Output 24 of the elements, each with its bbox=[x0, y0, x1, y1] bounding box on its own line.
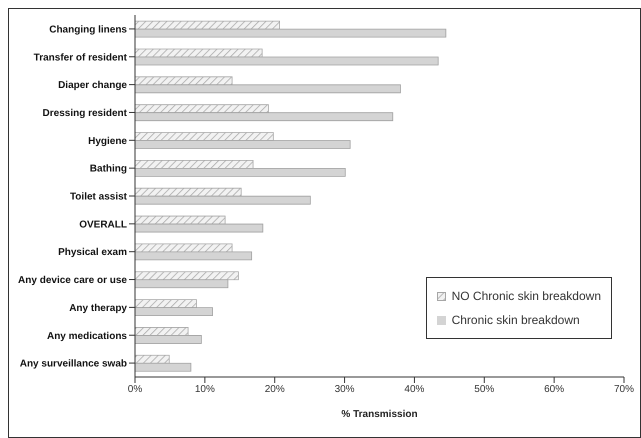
x-tick-label: 60% bbox=[544, 384, 564, 396]
y-tick-label: Dressing resident bbox=[42, 108, 128, 120]
x-axis-title: % Transmission bbox=[341, 409, 418, 420]
legend-label: Chronic skin breakdown bbox=[452, 312, 580, 329]
y-tick-label: Diaper change bbox=[58, 80, 128, 92]
y-tick-label: Any surveillance swab bbox=[20, 358, 127, 370]
x-tick-label: 70% bbox=[614, 384, 634, 396]
y-tick-label: Any medications bbox=[46, 330, 128, 342]
x-tick-label: 30% bbox=[334, 384, 355, 396]
y-tick-label: Transfer of resident bbox=[34, 52, 128, 64]
x-tick-label: 40% bbox=[404, 384, 425, 396]
x-tick-label: 50% bbox=[474, 384, 494, 396]
y-tick-label: Any therapy bbox=[69, 302, 128, 314]
y-tick-label: Physical exam bbox=[58, 247, 128, 258]
legend-label: NO Chronic skin breakdown bbox=[452, 288, 601, 305]
y-tick-label: Bathing bbox=[90, 164, 127, 175]
y-tick-label: Changing linens bbox=[49, 24, 128, 36]
y-tick-label: OVERALL bbox=[79, 219, 127, 230]
y-tick-label: Toilet assist bbox=[70, 192, 128, 203]
x-tick-label: 10% bbox=[194, 384, 215, 396]
x-tick-label: 0% bbox=[128, 384, 142, 396]
y-tick-label: Hygiene bbox=[88, 136, 128, 147]
x-tick-label: 20% bbox=[264, 384, 285, 396]
y-tick-label: Any device care or use bbox=[18, 275, 128, 286]
